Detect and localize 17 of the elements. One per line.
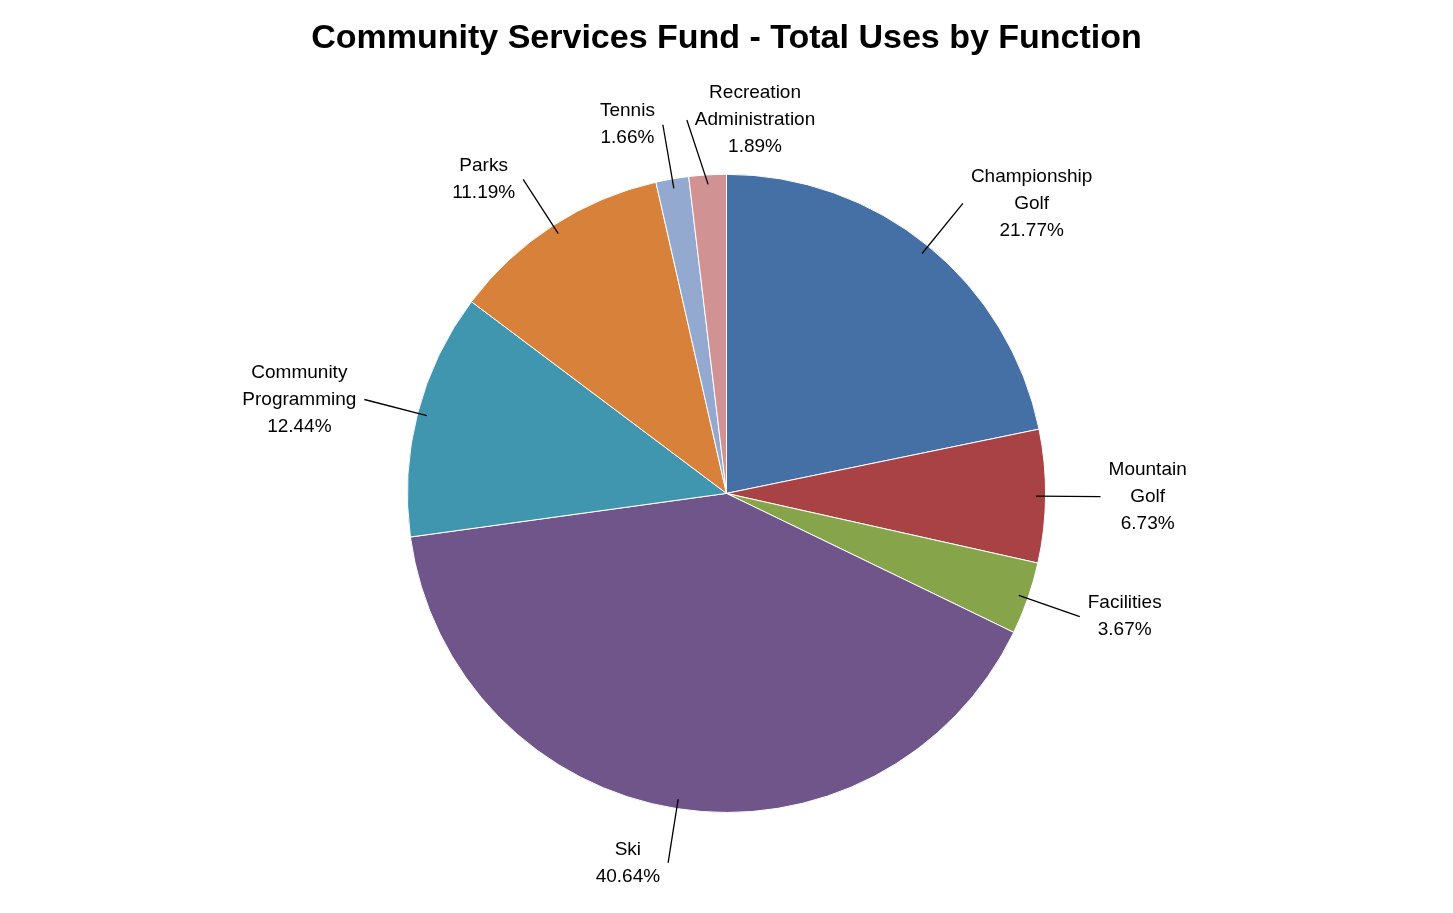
data-label: 3.67%	[1097, 618, 1152, 640]
slice-label: Facilities	[1087, 591, 1162, 613]
slice-label: Mountain Golf	[1108, 457, 1187, 506]
slice-label: Ski	[614, 837, 642, 859]
data-label: 1.66%	[600, 126, 655, 148]
slice-label: Parks	[459, 154, 508, 176]
data-label: 11.19%	[452, 181, 516, 203]
slice-label: Tennis	[599, 99, 655, 121]
chart-title: Community Services Fund - Total Uses by Function	[311, 16, 1142, 55]
data-label: 40.64%	[595, 864, 661, 886]
slice-label: Community Programming	[242, 360, 357, 409]
data-label: 12.44%	[267, 414, 332, 436]
data-label: 1.89%	[728, 135, 783, 157]
slice-label: Championship Golf	[970, 164, 1093, 213]
data-label: 6.73%	[1120, 511, 1175, 533]
data-label: 21.77%	[999, 218, 1064, 240]
slice-label: Recreation Administration	[694, 81, 816, 130]
